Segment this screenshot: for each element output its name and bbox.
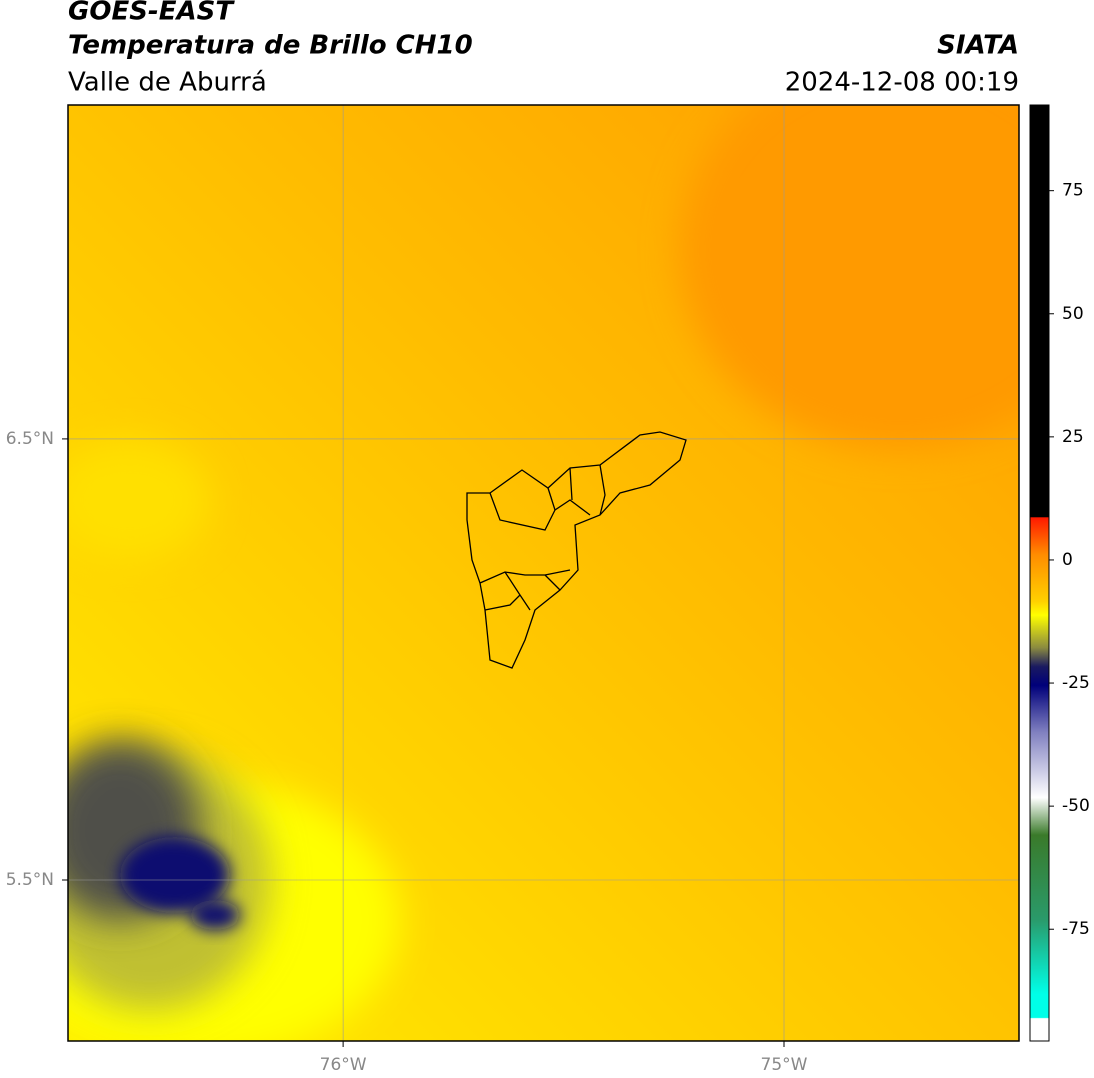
boundary bbox=[479, 464, 606, 611]
grid bbox=[68, 105, 1019, 1041]
cloud-core bbox=[120, 837, 230, 913]
cloud-core bbox=[190, 900, 240, 930]
x-tick-label: 76°W bbox=[320, 1055, 367, 1075]
colorbar-tick-label: 75 bbox=[1062, 181, 1084, 201]
y-tick-label: 5.5°N bbox=[6, 870, 54, 890]
cool-area bbox=[68, 440, 210, 560]
warm-area bbox=[680, 105, 1019, 450]
colorbar-tick-label: 50 bbox=[1062, 304, 1084, 324]
map-frame bbox=[67, 104, 1020, 1042]
map-image bbox=[68, 105, 1019, 1041]
municipal-boundaries bbox=[466, 431, 687, 669]
colorbar bbox=[1029, 104, 1050, 1042]
colorbar-tick-label: -25 bbox=[1062, 673, 1090, 693]
region: Valle de Aburrá bbox=[68, 68, 267, 98]
y-tick-label: 6.5°N bbox=[6, 429, 54, 449]
colorbar-tick-label: 25 bbox=[1062, 427, 1084, 447]
title: GOES-EAST bbox=[68, 0, 235, 27]
subtitle: Temperatura de Brillo CH10 bbox=[68, 31, 473, 61]
colorbar-tick-label: -75 bbox=[1062, 919, 1090, 939]
source: SIATA bbox=[937, 31, 1019, 61]
axes: 76°W 75°W 6.5°N 5.5°N bbox=[6, 429, 808, 1075]
colorbar-ticks: 75 50 25 0 -25 -50 -75 bbox=[1049, 181, 1090, 939]
timestamp: 2024-12-08 00:19 bbox=[785, 68, 1019, 98]
colorbar-tick-label: -50 bbox=[1062, 796, 1090, 816]
x-tick-label: 75°W bbox=[761, 1055, 808, 1075]
colorbar-tick-label: 0 bbox=[1062, 550, 1073, 570]
